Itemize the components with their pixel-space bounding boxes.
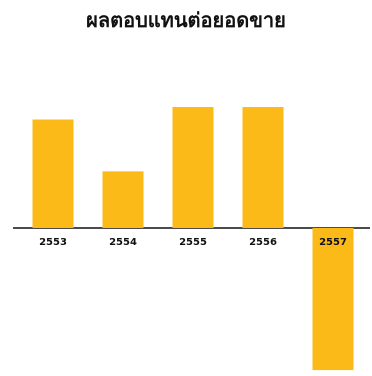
x-tick-label-2556: 2556 — [249, 237, 277, 248]
bar-2556 — [242, 107, 284, 228]
x-tick-label-2557: 2557 — [319, 237, 347, 248]
bar-2555 — [172, 107, 214, 228]
x-tick-label-2555: 2555 — [179, 237, 207, 248]
chart-title: ผลตอบแทนต่อยอดขาย — [86, 8, 286, 32]
bar-2553 — [32, 119, 74, 228]
x-tick-label-2554: 2554 — [109, 237, 137, 248]
bar-2554 — [102, 171, 144, 228]
x-tick-label-2553: 2553 — [39, 237, 67, 248]
bar-2557 — [312, 228, 354, 371]
